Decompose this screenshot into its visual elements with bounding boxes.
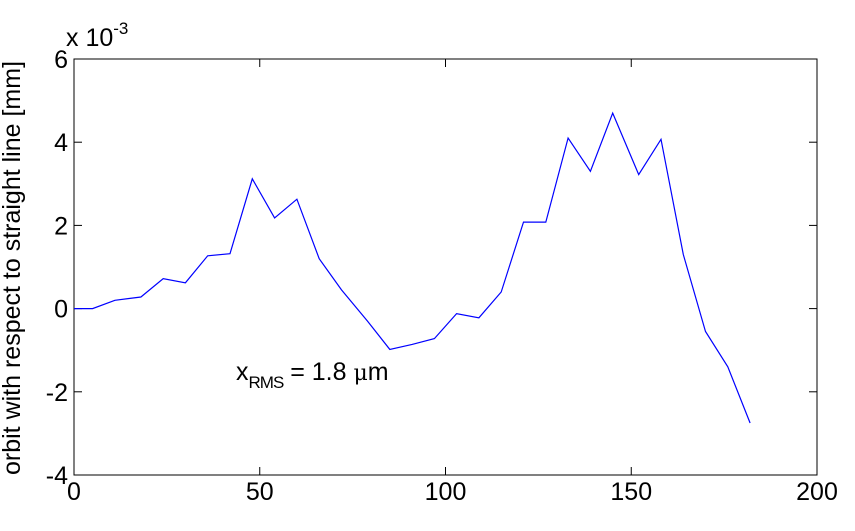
y-tick-label: -4 (46, 462, 68, 490)
rms-annotation-value: = 1.8 (283, 358, 353, 386)
rms-annotation-subscript: RMS (249, 373, 284, 392)
y-multiplier: x 10-3 (66, 19, 128, 52)
x-tick-label: 100 (425, 478, 467, 506)
x-tick-labels: 0 50 100 150 200 (67, 478, 838, 506)
series-line (74, 111, 751, 424)
y-tick-label: 4 (54, 129, 68, 157)
x-tick-label: 150 (610, 478, 652, 506)
y-tick-labels: -4 -2 0 2 4 6 (46, 46, 68, 490)
x-tick-label: 50 (246, 478, 274, 506)
x-tick-label: 200 (796, 478, 838, 506)
y-tick-label: 6 (54, 46, 68, 74)
y-tick-label: 0 (54, 296, 68, 324)
y-axis-label: orbit with respect to straight line [mm] (0, 61, 26, 475)
x-tick-label: 0 (67, 478, 81, 506)
y-tick-label: -2 (46, 379, 68, 407)
rms-annotation: xRMS = 1.8 μm (236, 358, 389, 392)
rms-annotation-unit: m (368, 358, 389, 386)
axis-ticks (73, 58, 818, 476)
plot-frame (73, 58, 818, 476)
y-multiplier-exponent: -3 (113, 19, 128, 38)
y-multiplier-base: x 10 (66, 24, 113, 52)
rms-annotation-mu: μ (353, 361, 367, 386)
y-tick-label: 2 (54, 212, 68, 240)
rms-annotation-symbol: x (236, 358, 249, 386)
